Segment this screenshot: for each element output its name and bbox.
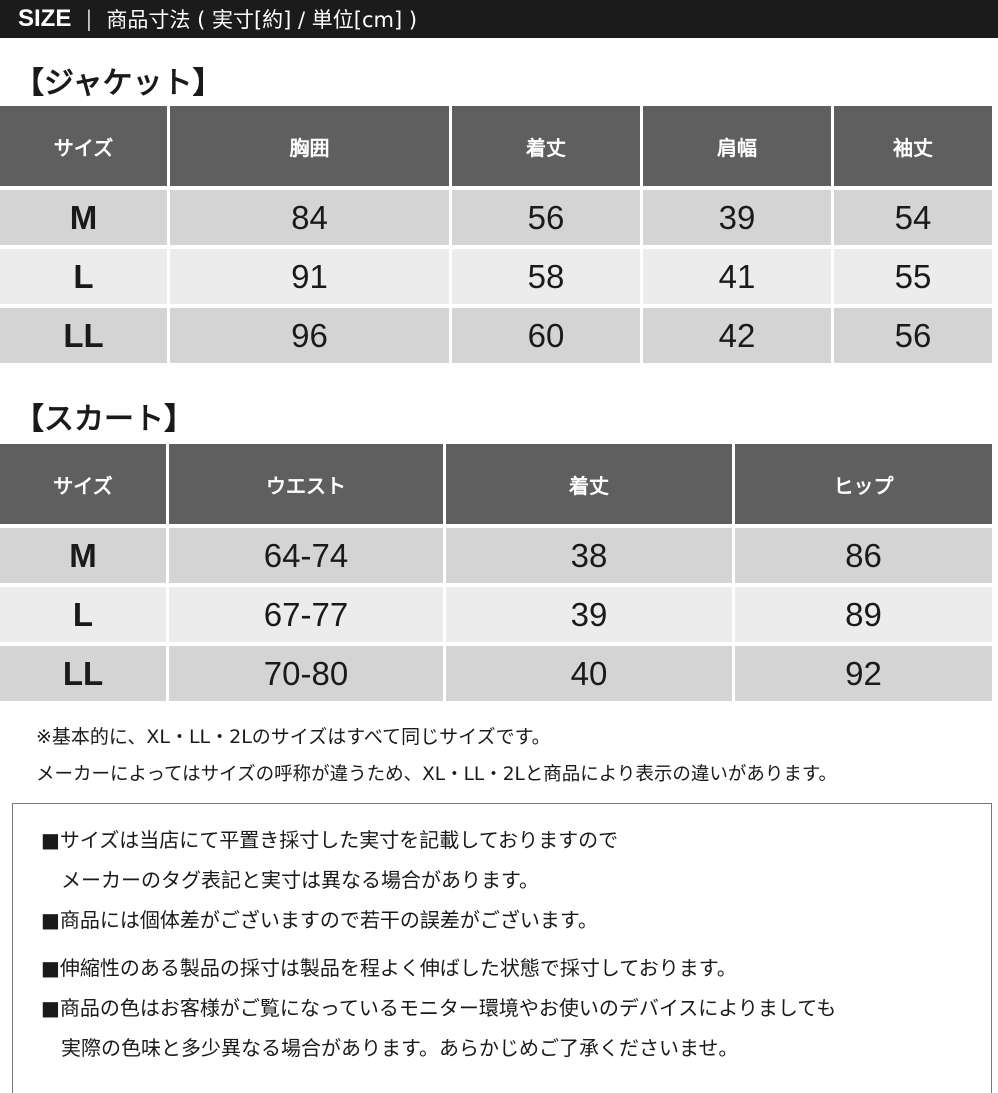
table-cell: 40 xyxy=(446,646,732,701)
table-cell: 84 xyxy=(170,190,449,245)
table-cell: 64-74 xyxy=(169,528,443,583)
size-cell: LL xyxy=(0,646,166,701)
table-cell: 70-80 xyxy=(169,646,443,701)
table-row: M 84 56 39 54 xyxy=(0,190,992,245)
jacket-table: サイズ 胸囲 着丈 肩幅 袖丈 M 84 56 39 54 L 91 58 41… xyxy=(0,102,995,367)
header-bar: SIZE | 商品寸法 ( 実寸[約] / 単位[cm] ) xyxy=(0,0,998,38)
table-row: L 91 58 41 55 xyxy=(0,249,992,304)
table-row: L 67-77 39 89 xyxy=(0,587,992,642)
table-cell: 96 xyxy=(170,308,449,363)
table-row: M 64-74 38 86 xyxy=(0,528,992,583)
size-cell: L xyxy=(0,587,166,642)
table-cell: 86 xyxy=(735,528,992,583)
table-cell: 91 xyxy=(170,249,449,304)
size-cell: M xyxy=(0,190,167,245)
column-header: 胸囲 xyxy=(170,106,449,186)
disclaimer-box: ■サイズは当店にて平置き採寸した実寸を記載しておりますので メーカーのタグ表記と… xyxy=(12,803,992,1093)
size-note: ※基本的に、XL・LL・2Lのサイズはすべて同じサイズです。 xyxy=(36,726,551,748)
table-cell: 56 xyxy=(834,308,992,363)
column-header: サイズ xyxy=(0,106,167,186)
column-header: 着丈 xyxy=(452,106,640,186)
disclaimer-line: 実際の色味と多少異なる場合があります。あらかじめご了承くださいませ。 xyxy=(41,1036,739,1060)
disclaimer-line: ■商品には個体差がございますので若干の誤差がございます。 xyxy=(41,908,598,932)
table-cell: 41 xyxy=(643,249,831,304)
separator: | xyxy=(85,7,93,31)
table-cell: 56 xyxy=(452,190,640,245)
jacket-header-row: サイズ 胸囲 着丈 肩幅 袖丈 xyxy=(0,106,992,186)
table-cell: 39 xyxy=(643,190,831,245)
disclaimer-line: ■商品の色はお客様がご覧になっているモニター環境やお使いのデバイスによりましても xyxy=(41,996,837,1020)
table-cell: 92 xyxy=(735,646,992,701)
table-row: LL 96 60 42 56 xyxy=(0,308,992,363)
table-cell: 60 xyxy=(452,308,640,363)
table-cell: 67-77 xyxy=(169,587,443,642)
size-note: メーカーによってはサイズの呼称が違うため、XL・LL・2Lと商品により表示の違い… xyxy=(36,764,838,785)
skirt-title: 【スカート】 xyxy=(14,402,194,437)
column-header: ウエスト xyxy=(169,444,443,524)
table-row: LL 70-80 40 92 xyxy=(0,646,992,701)
column-header: 肩幅 xyxy=(643,106,831,186)
column-header: ヒップ xyxy=(735,444,992,524)
table-cell: 38 xyxy=(446,528,732,583)
column-header: サイズ xyxy=(0,444,166,524)
size-label: SIZE xyxy=(18,5,72,32)
table-cell: 58 xyxy=(452,249,640,304)
jacket-title: 【ジャケット】 xyxy=(14,66,223,101)
skirt-header-row: サイズ ウエスト 着丈 ヒップ xyxy=(0,444,992,524)
table-cell: 54 xyxy=(834,190,992,245)
table-cell: 55 xyxy=(834,249,992,304)
header-subtitle: 商品寸法 ( 実寸[約] / 単位[cm] ) xyxy=(106,8,418,32)
disclaimer-line: ■伸縮性のある製品の採寸は製品を程よく伸ばした状態で採寸しております。 xyxy=(41,956,737,980)
table-cell: 89 xyxy=(735,587,992,642)
table-cell: 42 xyxy=(643,308,831,363)
table-cell: 39 xyxy=(446,587,732,642)
size-cell: L xyxy=(0,249,167,304)
column-header: 着丈 xyxy=(446,444,732,524)
column-header: 袖丈 xyxy=(834,106,992,186)
skirt-table: サイズ ウエスト 着丈 ヒップ M 64-74 38 86 L 67-77 39… xyxy=(0,440,995,705)
disclaimer-line: ■サイズは当店にて平置き採寸した実寸を記載しておりますので xyxy=(41,828,619,852)
disclaimer-line: メーカーのタグ表記と実寸は異なる場合があります。 xyxy=(41,868,539,892)
size-cell: LL xyxy=(0,308,167,363)
size-cell: M xyxy=(0,528,166,583)
